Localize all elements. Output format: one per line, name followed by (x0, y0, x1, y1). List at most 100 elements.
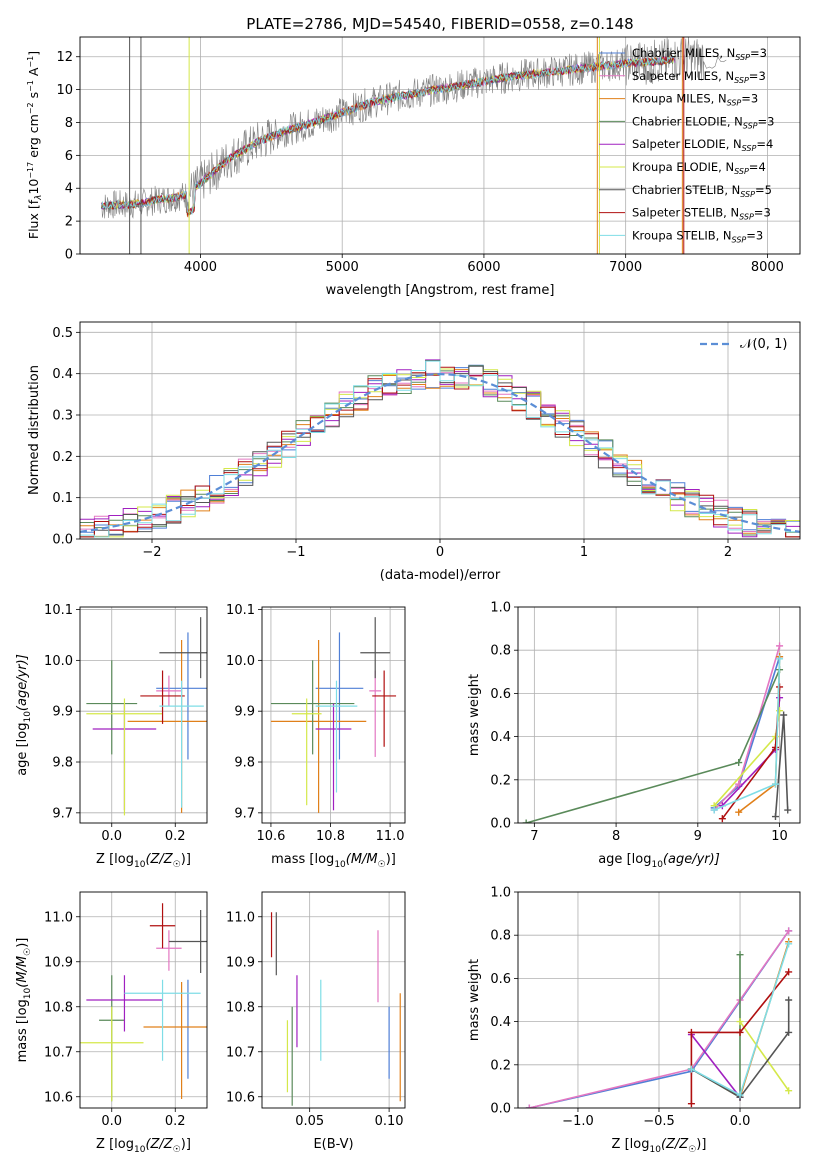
plot-area (525, 927, 793, 1108)
plot-area (80, 359, 800, 538)
weight-marker (771, 813, 779, 821)
weight-marker (785, 940, 793, 948)
weight-line (721, 686, 781, 820)
y-axis-label: mass weight (467, 674, 482, 756)
weight-marker (522, 819, 530, 823)
y-tick-label: 10.9 (226, 955, 255, 970)
legend-equals: = (754, 206, 764, 220)
model-spectrum (100, 54, 676, 212)
label-part: age [log (15, 723, 30, 776)
label-subscript: 10 (649, 1145, 661, 1155)
legend-series-name: Kroupa MILES (632, 92, 711, 106)
weight-marker (736, 951, 744, 959)
weight-marker (735, 759, 743, 767)
errorbar-point (124, 979, 201, 1061)
y-tick-label: 0.0 (490, 817, 511, 832)
normal-curve (80, 372, 800, 533)
x-tick-label: 2 (724, 545, 732, 560)
errorbar-point (149, 903, 176, 949)
label-subscript: ☉ (173, 860, 181, 870)
legend-equals: = (749, 160, 759, 174)
legend-series-name: Kroupa ELODIE (632, 160, 718, 174)
x-tick-label: 0.10 (375, 1114, 404, 1129)
panel-age_vs_mass: 10.6 10.8 11.0 9.7 9.8 9.9 10.0 10.1 mass [log10… (226, 603, 406, 870)
legend-series-name: Salpeter STELIB (632, 206, 723, 220)
weight-marker (784, 806, 792, 814)
grid (518, 606, 800, 824)
legend-equals: = (756, 137, 766, 151)
x-tick-label: 8000 (751, 260, 784, 275)
legend-nssp: 5 (765, 183, 772, 197)
legend-subscript: SSP (727, 99, 742, 108)
x-tick-label: −2 (142, 545, 161, 560)
legend-nssp: 3 (756, 228, 763, 242)
axes-frame (79, 36, 801, 255)
legend-equals: = (741, 92, 751, 106)
weight-marker (687, 1065, 695, 1073)
errorbar-point (372, 670, 397, 747)
label-superscript: −1 (26, 56, 35, 68)
errorbar-point (156, 632, 207, 760)
errorbar-point (156, 930, 182, 971)
legend-subscript: SSP (732, 235, 747, 244)
errorbar-point (315, 632, 364, 760)
legend-separator: , N (724, 183, 740, 197)
legend-subscript: SSP (734, 76, 749, 85)
weight-marker (525, 1104, 533, 1108)
x-tick-label: −1.0 (562, 1114, 594, 1129)
legend-entry: 𝒩(0, 1) (740, 337, 787, 352)
x-tick-label: −1 (286, 545, 305, 560)
y-tick-label: 1.0 (490, 886, 511, 901)
y-tick-label: 10.7 (44, 1045, 73, 1060)
label-subscript: ☉ (378, 860, 386, 870)
label-part: mass [log (15, 999, 30, 1062)
y-tick-label: 0.2 (490, 773, 511, 788)
label-part: s (26, 92, 41, 103)
legend-nssp: 3 (763, 206, 770, 220)
errorbar-point (86, 975, 163, 1032)
y-tick-label: 0.5 (52, 326, 73, 341)
errorbar-point (369, 670, 382, 757)
label-superscript: −1 (26, 80, 35, 92)
label-subscript: ☉ (23, 948, 33, 956)
errorbar-point (140, 670, 185, 724)
axes: 0.0 0.29.79.89.910.010.1Z [log10(Z/Z☉)]ag… (15, 603, 208, 870)
axes: 10.6 10.8 11.0 9.7 9.8 9.9 10.0 10.1 mass [log10… (226, 603, 406, 870)
x-axis-label: Z [log10(Z/Z☉)] (612, 1137, 707, 1155)
grid (262, 607, 405, 823)
legend-entry: Chabrier STELIB, NSSP=5 (632, 183, 772, 199)
legend-subscript: SSP (734, 167, 749, 176)
label-superscript: −17 (26, 162, 35, 179)
legend-separator: , N (727, 114, 743, 128)
y-tick-label: 0.6 (490, 972, 511, 987)
y-tick-label: 9.8 (234, 756, 255, 771)
label-subscript: ☉ (173, 1145, 181, 1155)
errorbar-point (270, 640, 367, 813)
legend-nssp: 4 (766, 137, 773, 151)
panel-age_vs_Z: 0.0 0.29.79.89.910.010.1Z [log10(Z/Z☉)]ag… (15, 603, 208, 870)
label-part: )] (15, 938, 30, 948)
weight-marker (736, 1091, 744, 1099)
grid (80, 322, 800, 540)
weight-line (690, 954, 741, 1099)
legend-entry: Chabrier MILES, NSSP=3 (632, 46, 767, 62)
y-tick-label: 0.4 (490, 1015, 511, 1030)
y-tick-label: 0 (65, 248, 73, 263)
axes: 4000 5000 6000 7000 8000 0 2 4 6 8 10 12 wavelength … (26, 36, 801, 298)
y-tick-label: 10.8 (226, 1000, 255, 1015)
x-axis-label: age [log10(age/yr)] (598, 852, 720, 870)
legend-series-name: Salpeter MILES (632, 69, 718, 83)
plot-area (270, 617, 397, 813)
y-tick-label: 0.8 (490, 644, 511, 659)
y-axis-label: Flux [fλ10−17 erg cm−2 s−1 A−1] (26, 51, 44, 239)
weight-marker (735, 780, 743, 788)
y-tick-label: 8 (65, 116, 73, 131)
legend-series-name: Chabrier STELIB (632, 183, 724, 197)
weight-line (690, 1000, 790, 1099)
axes-frame (517, 606, 801, 824)
x-tick-label: 0.2 (165, 1114, 186, 1129)
y-tick-label: 11.0 (226, 910, 255, 925)
label-subscript: 10 (134, 1145, 146, 1155)
